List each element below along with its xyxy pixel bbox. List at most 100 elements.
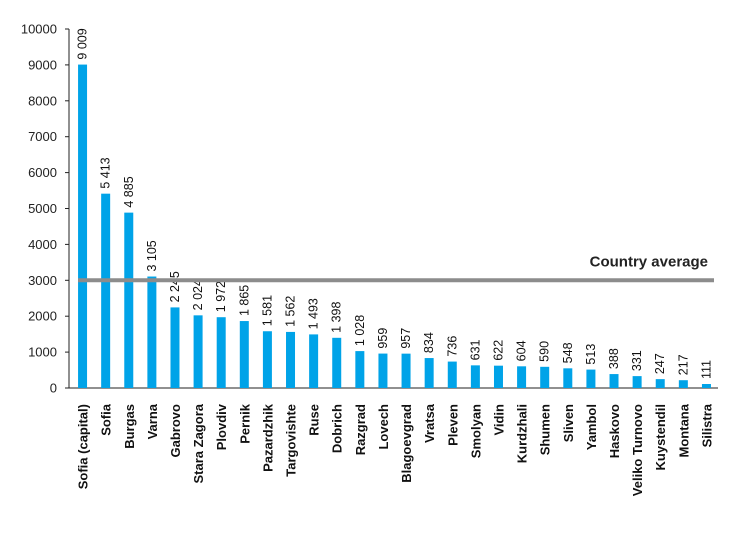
category-label: Yambol <box>584 404 599 450</box>
category-label: Sliven <box>561 404 576 442</box>
bar <box>262 331 272 388</box>
bar <box>609 374 619 388</box>
data-label: 604 <box>515 340 529 361</box>
data-label: 1 581 <box>260 295 274 326</box>
bar <box>493 365 503 388</box>
bar <box>216 317 226 388</box>
bar <box>678 380 688 388</box>
category-label: Sofia (capital) <box>76 404 91 489</box>
category-label: Pazardzhik <box>260 403 275 472</box>
y-axis: 0 1000 2000 3000 4000 5000 6000 7000 8000 9000 100… <box>21 22 718 396</box>
category-label: Burgas <box>122 404 137 449</box>
data-label: 1 865 <box>237 285 251 316</box>
category-label: Smolyan <box>468 404 483 458</box>
category-label: Pleven <box>445 404 460 446</box>
category-label: Pernik <box>237 403 252 444</box>
bar <box>355 351 365 388</box>
data-label: 3 105 <box>145 240 159 271</box>
bar <box>239 321 249 388</box>
bar <box>632 376 642 388</box>
bar <box>124 212 134 388</box>
data-label: 1 398 <box>330 301 344 332</box>
data-label: 590 <box>538 341 552 362</box>
category-label: Vratsa <box>422 403 437 443</box>
bar <box>470 365 480 388</box>
y-tick-label: 4000 <box>28 237 57 252</box>
data-label: 331 <box>630 350 644 371</box>
category-label: Blagoevgrad <box>399 404 414 483</box>
category-label: Ruse <box>307 404 322 436</box>
category-label: Sofia <box>99 403 114 436</box>
bar <box>424 358 434 388</box>
data-label: 959 <box>376 328 390 349</box>
y-tick-label: 5000 <box>28 201 57 216</box>
data-label: 388 <box>607 348 621 369</box>
country-average-label: Country average <box>590 253 708 270</box>
category-label: Montana <box>676 403 691 457</box>
data-label: 217 <box>676 354 690 375</box>
bar <box>517 366 527 388</box>
bars <box>78 64 711 388</box>
data-label: 548 <box>561 342 575 363</box>
bar <box>286 331 296 388</box>
y-tick-label: 9000 <box>28 57 57 72</box>
data-label: 1 972 <box>214 281 228 312</box>
data-label: 2 024 <box>191 279 205 310</box>
data-labels: 9 009 5 413 4 885 3 105 2 245 2 024 1 972 1 865… <box>76 28 714 379</box>
y-tick-label: 8000 <box>28 93 57 108</box>
bar <box>170 307 180 388</box>
y-tick-label: 6000 <box>28 165 57 180</box>
bar <box>78 64 88 388</box>
bar <box>540 366 550 388</box>
category-label: Veliko Turnovo <box>630 404 645 496</box>
data-label: 1 493 <box>307 298 321 329</box>
y-tick-label: 3000 <box>28 273 57 288</box>
data-label: 834 <box>422 332 436 353</box>
bar <box>101 193 111 388</box>
y-tick-label: 2000 <box>28 309 57 324</box>
category-label: Vidin <box>491 404 506 436</box>
bar <box>655 379 665 388</box>
y-tick-label: 7000 <box>28 129 57 144</box>
category-label: Varna <box>145 403 160 439</box>
data-label: 111 <box>699 360 713 379</box>
bar <box>193 315 203 388</box>
bar <box>309 334 319 388</box>
category-label: Silistra <box>699 403 714 447</box>
data-label: 1 028 <box>353 315 367 346</box>
y-tick-label: 0 <box>50 381 57 396</box>
category-label: Kuystendil <box>653 404 668 470</box>
data-label: 4 885 <box>122 176 136 207</box>
data-label: 247 <box>653 353 667 374</box>
bar <box>147 276 157 388</box>
data-label: 631 <box>468 339 482 360</box>
category-label: Shumen <box>538 404 553 455</box>
category-label: Razgrad <box>353 404 368 455</box>
bar <box>563 368 573 388</box>
category-label: Gabrovo <box>168 404 183 458</box>
data-label: 1 562 <box>284 296 298 327</box>
data-label: 736 <box>445 336 459 357</box>
bar <box>401 353 411 388</box>
bar <box>586 369 596 388</box>
data-label: 2 245 <box>168 271 182 302</box>
category-label: Stara Zagora <box>191 403 206 483</box>
bar <box>332 337 342 388</box>
bar <box>447 361 457 388</box>
data-label: 957 <box>399 328 413 349</box>
bar <box>701 384 711 388</box>
y-tick-label: 1000 <box>28 345 57 360</box>
category-labels: Sofia (capital) Sofia Burgas Varna Gabrovo St… <box>76 403 715 496</box>
category-label: Targovishte <box>284 404 299 477</box>
data-label: 5 413 <box>99 157 113 188</box>
category-label: Lovech <box>376 404 391 450</box>
data-label: 513 <box>584 344 598 365</box>
category-label: Haskovo <box>607 404 622 458</box>
data-label: 622 <box>491 340 505 361</box>
y-tick-label: 10000 <box>21 22 57 37</box>
bar <box>378 353 388 388</box>
category-label: Plovdiv <box>214 403 229 450</box>
category-label: Dobrich <box>330 404 345 453</box>
category-label: Kurdzhali <box>515 404 530 463</box>
